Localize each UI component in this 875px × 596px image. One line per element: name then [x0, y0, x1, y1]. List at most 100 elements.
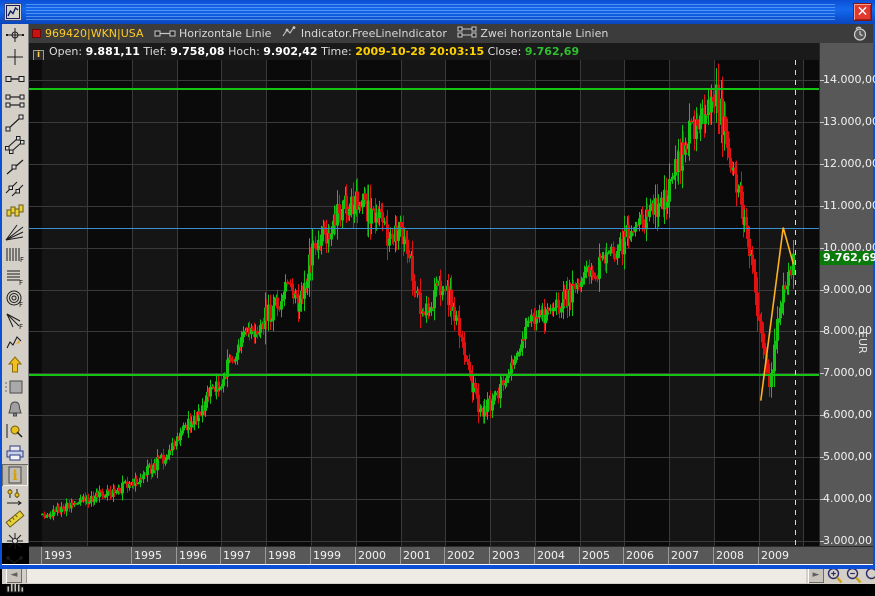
date-tick-label: 2003 — [492, 549, 520, 563]
zoom-reset-button[interactable] — [864, 567, 875, 584]
alarm-bell-tool[interactable] — [2, 398, 28, 420]
date-tick-label: 1993 — [44, 549, 72, 563]
horizontal-line-icon — [5, 70, 25, 88]
fibonacci-boxes-tool[interactable] — [2, 200, 28, 222]
free-line-indicator[interactable] — [29, 60, 819, 546]
close-value: 9.762,69 — [525, 45, 579, 58]
scroll-right-button[interactable]: ► — [808, 567, 824, 583]
parallel-rays-icon — [5, 180, 25, 198]
date-axis-separator — [489, 547, 490, 565]
date-axis-separator — [668, 547, 669, 565]
object-label-two-horizontal-lines[interactable]: Zwei horizontale Linien — [480, 27, 608, 40]
zoom-in-button[interactable] — [826, 567, 844, 584]
object-label-horizontal-line[interactable]: Horizontale Linie — [179, 27, 271, 40]
elliott-wave-icon — [5, 334, 25, 352]
free-line-indicator-icon — [282, 25, 298, 44]
close-icon: ✕ — [854, 4, 871, 20]
date-tick-label: 1999 — [313, 549, 341, 563]
time-value: 2009-10-28 20:03:15 — [355, 45, 484, 58]
fibonacci-retracement-icon: F — [5, 268, 25, 286]
date-axis-separator — [400, 547, 401, 565]
fibonacci-retracement-tool[interactable]: F — [2, 266, 28, 288]
print-tool[interactable] — [2, 442, 28, 464]
last-price-badge: 9.762,69 — [820, 251, 873, 265]
date-tick-label: 1995 — [134, 549, 162, 563]
chart-client-area: F F F — [2, 24, 873, 567]
settings-sliders-tool[interactable] — [2, 486, 28, 508]
fibonacci-timezones-tool[interactable]: F — [2, 244, 28, 266]
price-axis-unit: EUR — [856, 331, 869, 354]
crosshair-tool[interactable] — [2, 46, 28, 68]
close-key: Close: — [488, 45, 522, 58]
date-tick-label: 2000 — [358, 549, 386, 563]
text-box-icon — [5, 378, 25, 396]
price-tick-label: 9.000,00 — [823, 284, 872, 296]
scroll-left-button[interactable]: ◄ — [6, 567, 22, 583]
ray-line-tool[interactable] — [2, 156, 28, 178]
gann-fan-icon — [5, 224, 25, 242]
price-tick-label: 4.000,00 — [823, 493, 872, 505]
fibonacci-speed-fan-icon: F — [5, 312, 25, 330]
clock-icon — [850, 25, 870, 42]
info-icon: i — [5, 466, 25, 484]
fibonacci-arcs-icon: F — [5, 290, 25, 308]
date-axis-separator — [131, 547, 132, 565]
fibonacci-speed-fan-tool[interactable]: F — [2, 310, 28, 332]
crosshair-move-tool[interactable] — [2, 24, 28, 46]
date-tick-label: 1996 — [179, 549, 207, 563]
ruler-icon — [5, 510, 25, 528]
magnifier-icon — [864, 567, 875, 584]
gann-fan-tool[interactable] — [2, 222, 28, 244]
two-horizontal-lines-icon — [5, 92, 25, 110]
open-value: 9.881,11 — [86, 45, 140, 58]
arrow-up-tool[interactable] — [2, 354, 28, 376]
order-marker-tool[interactable] — [2, 420, 28, 442]
price-tick-label: 7.000,00 — [823, 367, 872, 379]
date-axis-separator — [220, 547, 221, 565]
elliott-wave-tool[interactable] — [2, 332, 28, 354]
print-icon — [5, 444, 25, 462]
date-axis-separator — [355, 547, 356, 565]
two-horizontal-lines-tool[interactable] — [2, 90, 28, 112]
date-tick-label: 1998 — [268, 549, 296, 563]
object-label-freeline-indicator[interactable]: Indicator.FreeLineIndicator — [301, 27, 447, 40]
clock-button[interactable] — [846, 24, 873, 43]
text-box-tool[interactable] — [2, 376, 28, 398]
trend-line-tool[interactable] — [2, 112, 28, 134]
date-axis-separator — [579, 547, 580, 565]
symbol-label[interactable]: 969420|WKN|USA — [45, 27, 143, 40]
app-chart-icon — [4, 3, 22, 21]
crosshair-icon — [5, 48, 25, 66]
chart-plot-area[interactable] — [29, 60, 819, 546]
date-tick-label: 2005 — [582, 549, 610, 563]
parallel-lines-icon — [5, 136, 25, 154]
low-key: Tief: — [143, 45, 166, 58]
close-button[interactable]: ✕ — [853, 3, 872, 21]
zoom-out-button[interactable] — [845, 567, 863, 584]
price-tick-label: 6.000,00 — [823, 409, 872, 421]
magnifier-plus-icon — [826, 567, 844, 584]
parallel-rays-tool[interactable] — [2, 178, 28, 200]
parallel-lines-tool[interactable] — [2, 134, 28, 156]
ruler-tool[interactable] — [2, 508, 28, 530]
trend-line-icon — [5, 114, 25, 132]
price-tick-label: 11.000,00 — [823, 200, 875, 212]
date-axis-separator — [265, 547, 266, 565]
window-bottom-border — [0, 565, 875, 569]
svg-text:F: F — [19, 301, 23, 308]
fibonacci-arcs-tool[interactable]: F — [2, 288, 28, 310]
magnifier-minus-icon — [845, 567, 863, 584]
arrow-up-icon — [5, 356, 25, 374]
scroll-track[interactable] — [26, 567, 806, 583]
price-tick-label: 14.000,00 — [823, 74, 875, 86]
snap-tool[interactable] — [2, 530, 28, 552]
svg-text:F: F — [19, 279, 23, 286]
symbol-color-swatch — [32, 29, 41, 38]
horizontal-line-tool[interactable] — [2, 68, 28, 90]
date-tick-label: 2006 — [626, 549, 654, 563]
info-tool[interactable]: i — [2, 464, 28, 486]
order-marker-icon — [5, 422, 25, 440]
